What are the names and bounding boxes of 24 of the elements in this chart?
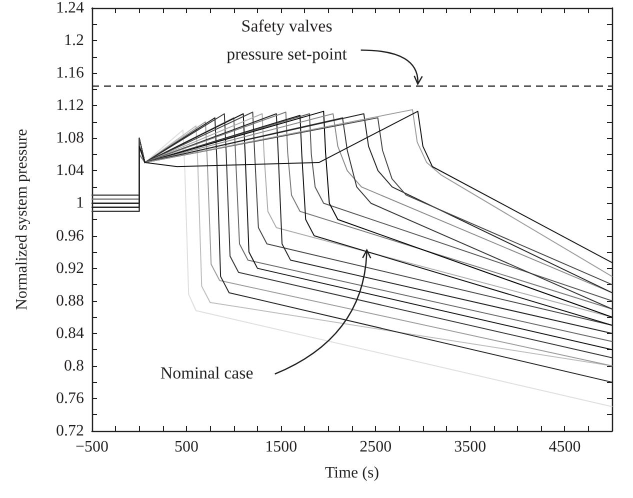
x-tick-label: 2500: [360, 438, 392, 456]
y-tick-label: 1: [76, 194, 84, 212]
y-tick-label: 0.88: [56, 292, 84, 310]
y-tick-label: 0.96: [56, 227, 84, 244]
y-tick-label: 0.84: [56, 324, 84, 342]
y-tick-label: 1.2: [64, 32, 84, 50]
y-tick-label: 1.16: [56, 64, 84, 82]
y-axis-title: Normalized system pressure: [14, 128, 30, 310]
y-tick-label: 0.72: [56, 422, 84, 440]
x-tick-label: −500: [75, 438, 109, 456]
x-tick-label: 500: [174, 438, 199, 456]
y-tick-label: 1.24: [56, 0, 84, 16]
y-tick-label: 1.04: [56, 162, 84, 180]
y-tick-label: 0.8: [64, 357, 84, 374]
annotation: Safety valves pressure set-point: [226, 16, 348, 64]
annotation: Nominal case: [160, 364, 254, 383]
x-tick-label: 3500: [454, 438, 486, 456]
y-tick-label: 0.76: [56, 390, 84, 407]
y-tick-label: 0.92: [56, 260, 84, 277]
x-tick-label: 1500: [265, 438, 298, 456]
y-tick-label: 1.12: [56, 97, 84, 114]
x-axis-title: Time (s): [324, 464, 380, 482]
y-tick-label: 1.08: [56, 130, 84, 147]
x-tick-label: 4500: [548, 438, 581, 456]
